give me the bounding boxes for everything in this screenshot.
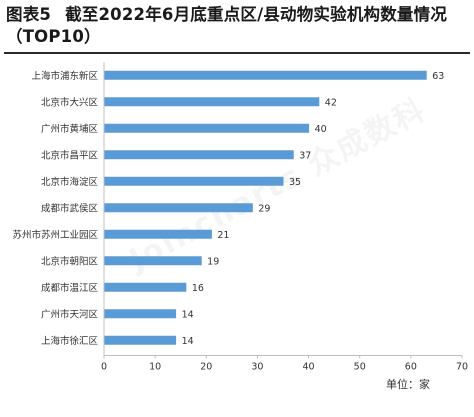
bar [104, 256, 202, 266]
category-label: 上海市徐汇区 [41, 335, 99, 347]
x-tick-label: 30 [251, 362, 263, 373]
x-tick-label: 70 [456, 362, 468, 373]
value-label: 40 [315, 124, 327, 135]
bar [104, 229, 212, 239]
bar [104, 123, 310, 133]
category-label: 北京市大兴区 [41, 96, 99, 108]
category-label: 北京市朝阳区 [41, 255, 99, 267]
category-label: 苏州市苏州工业园区 [12, 229, 98, 241]
title-divider [4, 52, 470, 54]
bar [104, 150, 294, 160]
value-label: 63 [432, 71, 444, 82]
bar [104, 203, 253, 213]
x-tick-label: 40 [303, 362, 315, 373]
value-label: 37 [299, 150, 311, 161]
bar [104, 335, 177, 345]
category-label: 广州市黄埔区 [41, 123, 99, 135]
value-label: 14 [182, 336, 194, 347]
value-label: 42 [325, 97, 337, 108]
bar-chart: 上海市浦东新区 63 北京市大兴区 42 广州市黄埔区 40 北京市昌平区 37 北京市海淀区 3… [12, 62, 468, 373]
bar [104, 176, 284, 186]
x-tick-label: 0 [101, 362, 107, 373]
x-tick-label: 50 [354, 362, 366, 373]
value-label: 35 [289, 177, 301, 188]
unit-label: 单位：家 [386, 378, 430, 391]
category-label: 成都市武侯区 [41, 202, 99, 214]
value-label: 14 [182, 309, 194, 320]
category-label: 广州市天河区 [41, 308, 99, 320]
title-text: 截至2022年6月底重点区/县动物实验机构数量情况（TOP10） [6, 5, 448, 46]
value-label: 29 [258, 203, 270, 214]
chart-title: 图表5 截至2022年6月底重点区/县动物实验机构数量情况（TOP10） [6, 4, 468, 48]
category-label: 北京市海淀区 [41, 176, 99, 188]
category-label: 成都市温江区 [41, 282, 99, 294]
value-label: 21 [217, 230, 229, 241]
bar [104, 97, 320, 107]
x-tick-label: 20 [200, 362, 212, 373]
bar [104, 309, 177, 319]
bar [104, 70, 427, 80]
x-tick-label: 10 [149, 362, 161, 373]
x-tick-label: 60 [405, 362, 417, 373]
bar [104, 282, 187, 292]
figure-label: 图表5 [6, 5, 52, 24]
value-label: 16 [192, 283, 204, 294]
category-label: 北京市昌平区 [41, 149, 99, 161]
value-label: 19 [207, 256, 219, 267]
category-label: 上海市浦东新区 [31, 70, 98, 82]
